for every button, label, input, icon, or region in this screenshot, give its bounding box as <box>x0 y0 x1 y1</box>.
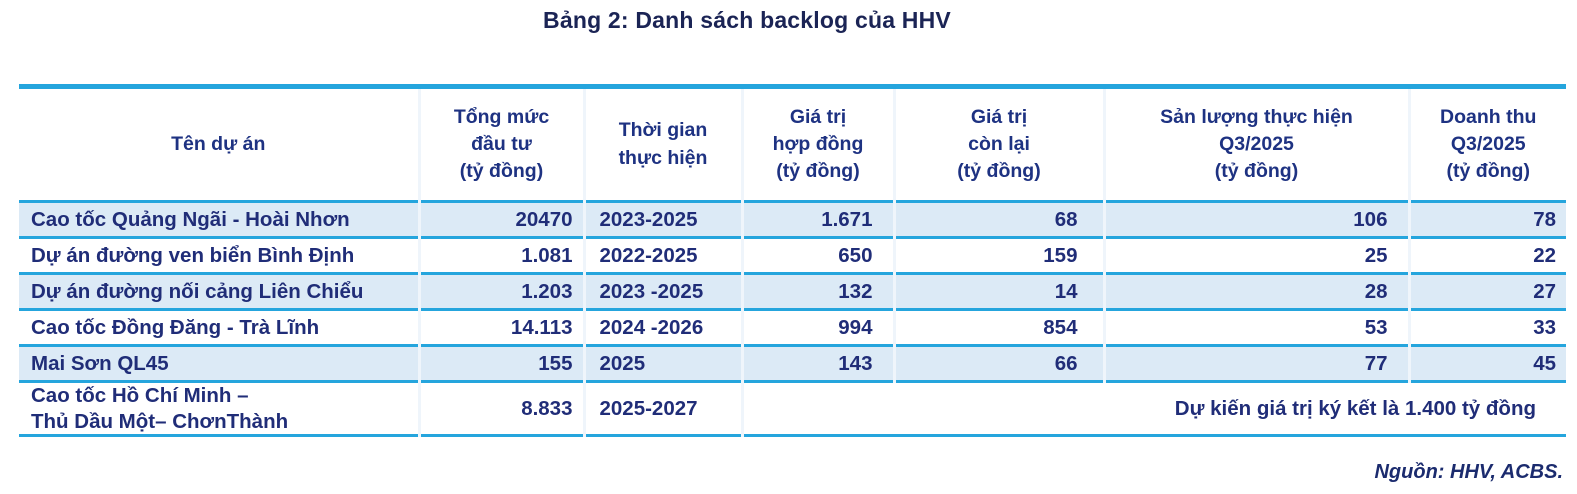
cell-remaining-value: 854 <box>894 309 1106 346</box>
table-row: Cao tốc Đồng Đăng - Trà Lĩnh 14.113 2024… <box>19 309 1566 346</box>
cell-project-name: Dự án đường ven biển Bình Định <box>19 237 421 274</box>
cell-project-name: Cao tốc Hồ Chí Minh – Thủ Dầu Một– ChơnT… <box>19 381 421 436</box>
cell-q3-revenue: 22 <box>1533 243 1556 267</box>
cell-investment: 1.203 <box>419 273 586 310</box>
header-row: Tên dự án Tổng mức đầu tư (tỷ đồng) Thời… <box>19 86 1566 202</box>
cell-project-name: Dự án đường nối cảng Liên Chiểu <box>19 273 421 310</box>
col-header-remaining-value: Giá trị còn lại (tỷ đồng) <box>894 86 1106 202</box>
cell-investment: 20470 <box>419 201 586 238</box>
cell-expected-signing-note: Dự kiến giá trị ký kết là 1.400 tỷ đồng <box>1174 396 1536 420</box>
cell-q3-output: 28 <box>1104 273 1411 310</box>
cell-remaining-value: 14 <box>894 273 1106 310</box>
table-title: Bảng 2: Danh sách backlog của HHV <box>543 7 951 33</box>
cell-project-name: Cao tốc Đồng Đăng - Trà Lĩnh <box>19 309 421 346</box>
cell-q3-output: 106 <box>1104 201 1411 238</box>
col-header-total-investment: Tổng mức đầu tư (tỷ đồng) <box>419 86 586 202</box>
cell-q3-output: 25 <box>1104 237 1411 274</box>
cell-q3-output: 53 <box>1104 309 1411 346</box>
cell-period: 2023 -2025 <box>584 273 744 310</box>
cell-period: 2024 -2026 <box>584 309 744 346</box>
table-row: Dự án đường ven biển Bình Định 1.081 202… <box>19 237 1566 274</box>
cell-project-name: Mai Sơn QL45 <box>19 345 421 382</box>
col-header-implementation-period: Thời gian thực hiện <box>584 86 744 202</box>
cell-q3-revenue: 45 <box>1533 351 1556 375</box>
cell-project-name: Cao tốc Quảng Ngãi - Hoài Nhơn <box>19 201 421 238</box>
col-header-q3-output: Sản lượng thực hiện Q3/2025 (tỷ đồng) <box>1104 86 1411 202</box>
cell-investment: 8.833 <box>419 381 586 436</box>
col-header-project-name: Tên dự án <box>19 86 421 202</box>
cell-contract-value: 650 <box>742 237 896 274</box>
cell-investment: 14.113 <box>419 309 586 346</box>
table-row: Mai Sơn QL45 155 2025 143 66 77 45 <box>19 345 1566 382</box>
cell-period: 2023-2025 <box>584 201 744 238</box>
cell-investment: 1.081 <box>419 237 586 274</box>
cell-contract-value: 132 <box>742 273 896 310</box>
cell-remaining-value: 159 <box>894 237 1106 274</box>
cell-q3-revenue: 27 <box>1533 279 1556 303</box>
cell-q3-revenue: 33 <box>1533 315 1556 339</box>
cell-remaining-value: 68 <box>894 201 1106 238</box>
cell-investment: 155 <box>419 345 586 382</box>
cell-period: 2022-2025 <box>584 237 744 274</box>
table-row: Cao tốc Quảng Ngãi - Hoài Nhơn 20470 202… <box>19 201 1566 238</box>
table-row: Dự án đường nối cảng Liên Chiểu 1.203 20… <box>19 273 1566 310</box>
col-header-q3-revenue: Doanh thu Q3/2025 (tỷ đồng) <box>1440 105 1537 183</box>
cell-contract-value: 1.671 <box>742 201 896 238</box>
cell-period: 2025-2027 <box>584 381 744 436</box>
cell-q3-revenue: 78 <box>1533 207 1556 231</box>
cell-contract-value: 994 <box>742 309 896 346</box>
cell-period: 2025 <box>584 345 744 382</box>
table-row-expected-contract: Cao tốc Hồ Chí Minh – Thủ Dầu Một– ChơnT… <box>19 381 1566 436</box>
backlog-table: Tên dự án Tổng mức đầu tư (tỷ đồng) Thời… <box>19 84 1566 438</box>
source-note: Nguồn: HHV, ACBS. <box>1374 461 1563 483</box>
cell-remaining-value: 66 <box>894 345 1106 382</box>
col-header-contract-value: Giá trị hợp đồng (tỷ đồng) <box>742 86 896 202</box>
cell-q3-output: 77 <box>1104 345 1411 382</box>
cell-contract-value: 143 <box>742 345 896 382</box>
